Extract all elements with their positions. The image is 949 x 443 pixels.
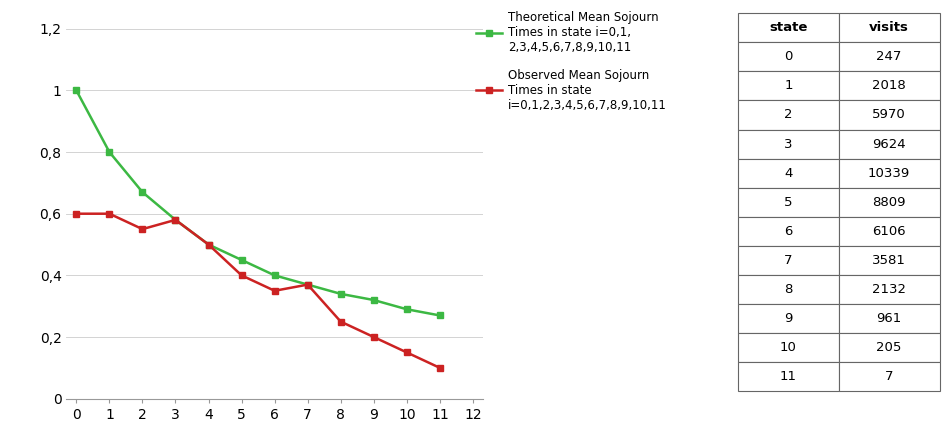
Legend: Theoretical Mean Sojourn
Times in state i=0,1,
2,3,4,5,6,7,8,9,10,11, Observed M: Theoretical Mean Sojourn Times in state … <box>476 12 667 112</box>
